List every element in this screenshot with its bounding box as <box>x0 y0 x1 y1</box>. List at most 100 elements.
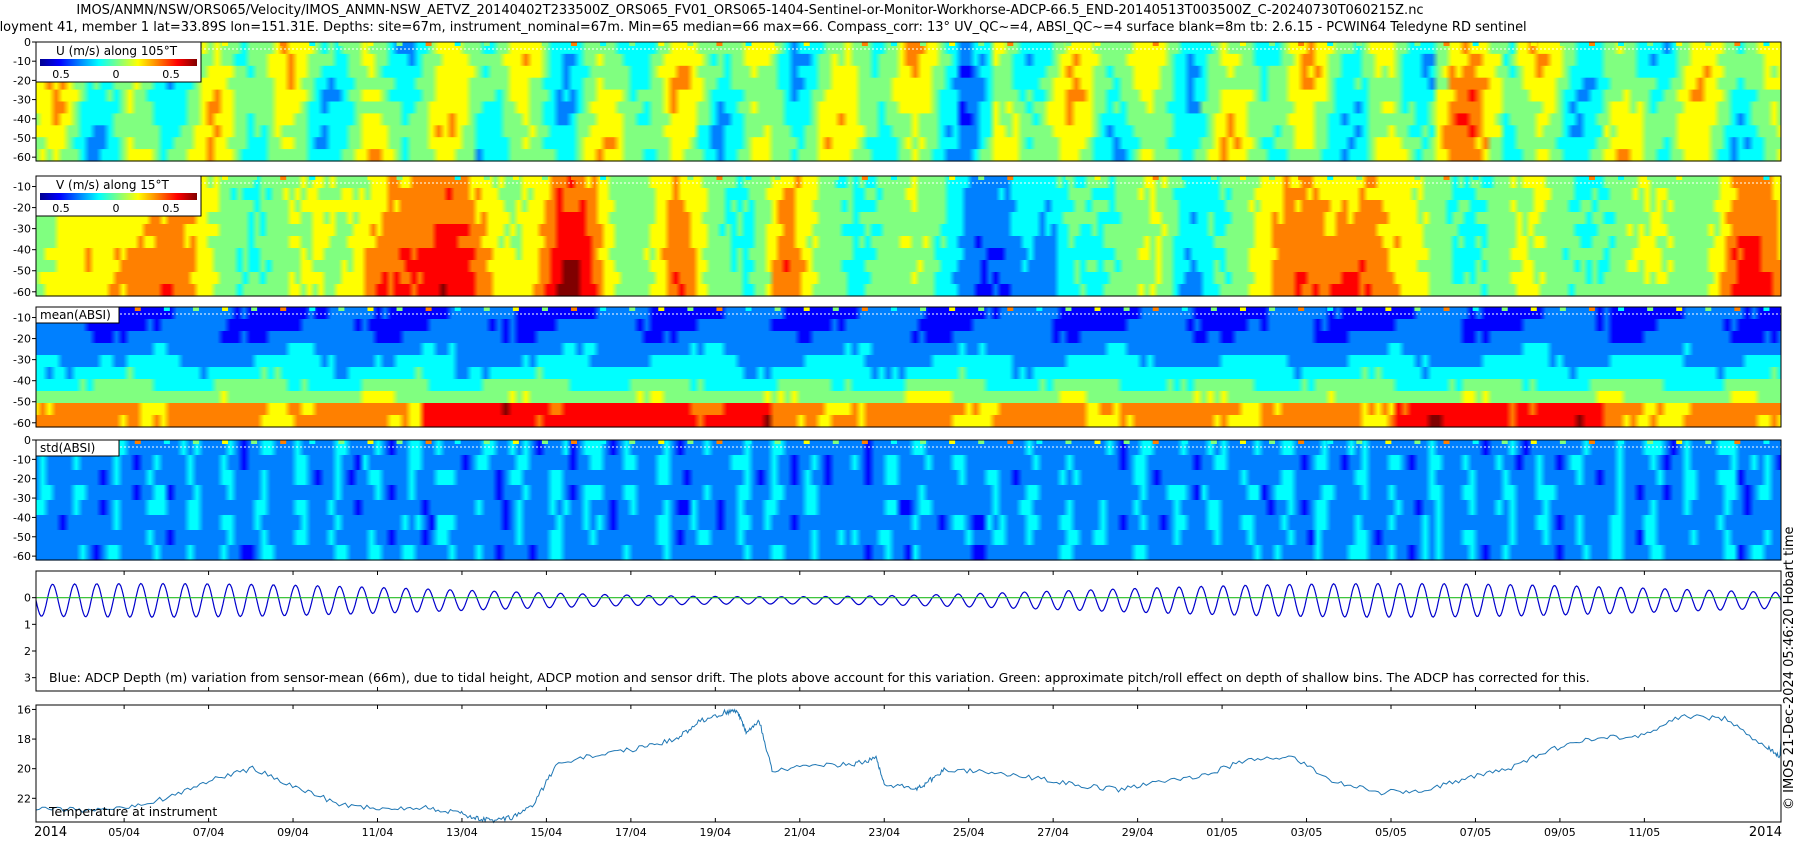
v-qc-flag <box>541 176 548 180</box>
absi_mean-qc-flag <box>425 307 432 311</box>
v-qc-flag <box>949 176 956 180</box>
label-layer: U (m/s) along 105°T 0.5 0 0.5 V (m/s) along … <box>34 41 1782 840</box>
absi_mean-qc-flag <box>600 307 607 311</box>
v-qc-flag <box>251 176 258 180</box>
absi_std-qc-flag <box>1036 440 1043 444</box>
absi_std-row <box>36 545 1781 561</box>
absi_std-label-box <box>35 439 120 457</box>
heatmap-layer <box>36 42 1781 561</box>
u-row <box>36 101 1781 114</box>
temperature-ytick-label: 18 <box>17 733 31 746</box>
absi_mean-qc-flag <box>1530 307 1537 311</box>
u-qc-flag <box>745 42 752 46</box>
v-qc-flag <box>1501 176 1508 180</box>
absi_std-qc-flag <box>745 440 752 444</box>
u-qc-flag <box>1530 42 1537 46</box>
absi_std-frame <box>35 439 1782 561</box>
v-row <box>36 176 1781 189</box>
absi_mean-frame <box>35 306 1782 428</box>
u-qc-flag <box>600 42 607 46</box>
xtick-label: 27/04 <box>1037 826 1069 839</box>
absi_std-qc-flag <box>890 440 897 444</box>
absi_std-qc-flag <box>832 440 839 444</box>
absi_std-row <box>36 485 1781 501</box>
u-qc-flag <box>1385 42 1392 46</box>
absi_std-qc-flag <box>978 440 985 444</box>
absi_mean-qc-flag <box>1618 307 1625 311</box>
absi_mean-label: mean(ABSI) <box>40 308 111 322</box>
v-qc-flag <box>978 176 985 180</box>
depth-variation-line <box>35 582 1782 618</box>
v-row <box>36 212 1781 225</box>
absi_mean-qc-flag <box>1705 307 1712 311</box>
u-qc-flag <box>1327 42 1334 46</box>
v-qc-flag <box>1472 176 1479 180</box>
xtick-label: 09/04 <box>277 826 309 839</box>
absi_mean-qc-flag <box>1559 307 1566 311</box>
absi_std-row <box>36 440 1781 456</box>
absi_mean-ytick-label: -50 <box>13 396 31 409</box>
absi_mean-qc-flag <box>1588 307 1595 311</box>
absi_mean-ytick-label: -40 <box>13 375 31 388</box>
v-ytick-label: -60 <box>13 286 31 299</box>
xtick-label: 25/04 <box>953 826 985 839</box>
v-qc-flag <box>396 176 403 180</box>
absi_std-qc-flag <box>1123 440 1130 444</box>
absi_std-ytick-label: -60 <box>13 550 31 563</box>
v-qc-flag <box>1007 176 1014 180</box>
u-row <box>36 137 1781 150</box>
v-qc-flag <box>222 176 229 180</box>
absi_mean-ytick-label: -10 <box>13 312 31 325</box>
depth-frame <box>35 570 1782 692</box>
v-qc-flag <box>1210 176 1217 180</box>
v-row <box>36 284 1781 297</box>
u-qc-flag <box>774 42 781 46</box>
u-colorbar-tick: 0 <box>113 68 120 81</box>
u-qc-flag <box>1007 42 1014 46</box>
u-qc-flag <box>512 42 519 46</box>
absi_std-qc-flag <box>1181 440 1188 444</box>
u-qc-flag <box>454 42 461 46</box>
absi_std-qc-flag <box>163 440 170 444</box>
absi_std-qc-flag <box>222 440 229 444</box>
u-qc-flag <box>1123 42 1130 46</box>
absi_mean-qc-flag <box>1152 307 1159 311</box>
absi_std-qc-flag <box>1210 440 1217 444</box>
absi_mean-row <box>36 415 1781 428</box>
v-qc-flag <box>280 176 287 180</box>
v-qc-flag <box>1414 176 1421 180</box>
absi_mean-qc-flag <box>1094 307 1101 311</box>
absi_mean-qc-flag <box>192 307 199 311</box>
u-qc-flag <box>978 42 985 46</box>
u-qc-flag <box>832 42 839 46</box>
absi_std-qc-flag <box>309 440 316 444</box>
absi_mean-row <box>36 379 1781 392</box>
absi_std-qc-flag <box>1588 440 1595 444</box>
absi_mean-qc-flag <box>920 307 927 311</box>
u-heatmap <box>36 42 1781 162</box>
absi_std-qc-flag <box>1298 440 1305 444</box>
u-ytick-label: 0 <box>24 36 31 49</box>
u-qc-flag <box>629 42 636 46</box>
v-qc-flag <box>483 176 490 180</box>
u-qc-flag <box>1152 42 1159 46</box>
absi_mean-qc-flag <box>1239 307 1246 311</box>
absi_mean-heatmap <box>36 307 1781 428</box>
u-qc-flag <box>251 42 258 46</box>
u-qc-flag <box>1472 42 1479 46</box>
u-qc-flag <box>1676 42 1683 46</box>
v-qc-flag <box>745 176 752 180</box>
absi_mean-qc-flag <box>1356 307 1363 311</box>
v-qc-flag <box>832 176 839 180</box>
absi_mean-qc-flag <box>163 307 170 311</box>
absi_mean-qc-flag <box>687 307 694 311</box>
absi_mean-ytick-label: -20 <box>13 333 31 346</box>
absi_mean-qc-flag <box>1443 307 1450 311</box>
xtick-label: 17/04 <box>615 826 647 839</box>
depth-ytick-label: 0 <box>24 592 31 605</box>
absi_mean-qc-flag <box>949 307 956 311</box>
absi_std-qc-flag <box>1443 440 1450 444</box>
v-qc-flag <box>774 176 781 180</box>
absi_std-qc-flag <box>1152 440 1159 444</box>
absi_std-qc-flag <box>1705 440 1712 444</box>
